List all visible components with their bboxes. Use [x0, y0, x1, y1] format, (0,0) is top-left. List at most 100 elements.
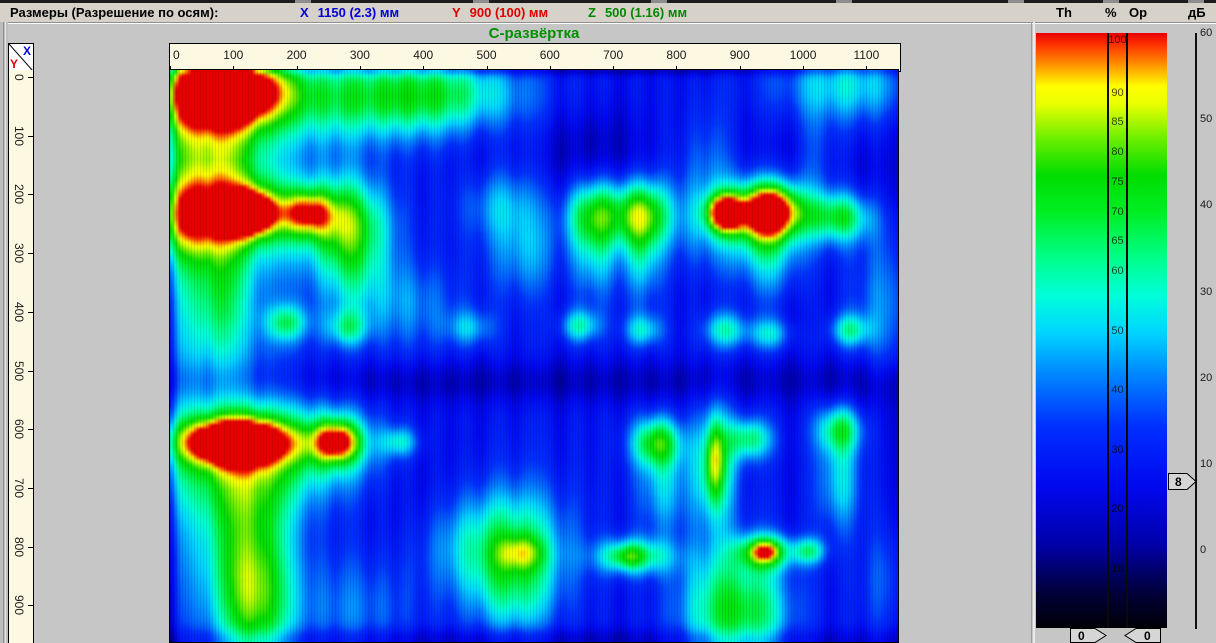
percent-scale-label: 90	[1111, 86, 1124, 99]
db-scale-label: 50	[1200, 113, 1213, 126]
percent-scale-label: 75	[1111, 175, 1124, 188]
x-axis-tick	[676, 66, 678, 71]
toolbar-notch	[1103, 0, 1119, 3]
c-scan-heatmap[interactable]	[170, 70, 898, 642]
corner-diagonal	[9, 44, 33, 71]
x-axis-tick	[803, 66, 805, 71]
y-axis-tick	[28, 311, 33, 313]
db-threshold-slider[interactable]: 8	[1168, 473, 1197, 490]
header-op: Op	[1129, 5, 1148, 20]
panel-separator-highlight	[1033, 22, 1035, 643]
x-axis-label: 900	[729, 48, 750, 62]
y-axis-tick	[28, 253, 33, 255]
axis-size-y: Y 900 (100) мм	[452, 5, 549, 20]
percent-scale-label: 65	[1111, 235, 1124, 248]
left-panel-edge	[0, 22, 8, 643]
x-axis-tick	[423, 66, 425, 71]
y-axis-label: 100	[12, 125, 26, 146]
x-axis-label: 1000	[789, 48, 817, 62]
db-scale-label: 60	[1200, 27, 1213, 39]
color-scale-divider-left	[1107, 33, 1109, 628]
x-axis-tick	[613, 66, 615, 71]
y-axis-tick	[28, 546, 33, 548]
y-axis-tick	[28, 370, 33, 372]
x-axis-label: 400	[413, 48, 434, 62]
x-axis-label: 300	[349, 48, 370, 62]
scale-min-slider-left[interactable]: 0	[1070, 628, 1107, 643]
x-axis-tick	[233, 66, 235, 71]
corner-x-label: X	[22, 44, 31, 58]
y-axis-label: 300	[12, 243, 26, 264]
panel-separator-shadow	[1031, 22, 1032, 643]
percent-scale-label: 70	[1111, 205, 1124, 218]
percent-scale-label: 10	[1111, 562, 1124, 575]
y-axis-tick	[28, 77, 33, 78]
header-th: Th	[1056, 5, 1072, 20]
y-axis-tick	[28, 429, 33, 431]
x-axis-label: 500	[476, 48, 497, 62]
dimensions-label: Размеры (Разрешение по осям):	[10, 5, 219, 20]
y-axis-tick	[28, 135, 33, 137]
x-axis-label: 800	[666, 48, 687, 62]
percent-scale-label: 50	[1111, 324, 1124, 337]
y-axis-tick	[28, 605, 33, 607]
color-scale-divider-right	[1126, 33, 1128, 628]
svg-text:0: 0	[1078, 629, 1085, 643]
toolbar-notch	[1188, 0, 1204, 3]
x-ruler: 0 100 200 300 400 500 600 700 800 900 1000 1100	[169, 43, 901, 72]
axis-size-z: Z 500 (1.16) мм	[588, 5, 688, 20]
y-axis-label: 900	[12, 595, 26, 616]
db-scale-label: 30	[1200, 285, 1213, 298]
toolbar-notch	[651, 0, 667, 3]
x-axis-tick	[739, 66, 741, 71]
toolbar-notch	[473, 0, 489, 3]
db-scale-label: 0	[1200, 544, 1207, 556]
x-axis-tick	[866, 66, 868, 71]
x-axis-tick	[359, 66, 361, 71]
y-axis-label: 500	[12, 360, 26, 381]
y-axis-label: 600	[12, 419, 26, 440]
percent-scale-label: 80	[1111, 146, 1124, 158]
y-axis-label: 800	[12, 536, 26, 557]
db-scale-label: 10	[1200, 457, 1213, 470]
y-axis-tick	[28, 194, 33, 196]
svg-text:0: 0	[1144, 629, 1151, 643]
view-title: С-развёртка	[488, 25, 580, 42]
y-axis-label: 0	[12, 74, 26, 81]
top-toolbar-edge	[0, 0, 1216, 3]
y-axis-label: 700	[12, 477, 26, 498]
percent-scale-label: 100	[1108, 34, 1127, 46]
y-axis-label: 200	[12, 184, 26, 205]
c-scan-plot[interactable]	[169, 69, 899, 643]
x-axis-tick	[549, 66, 551, 71]
x-axis-label: 600	[539, 48, 560, 62]
percent-scale-label: 30	[1111, 443, 1124, 456]
db-scale-label: 40	[1200, 199, 1213, 212]
y-axis-tick	[28, 487, 33, 489]
corner-y-label: Y	[10, 57, 19, 71]
percent-scale-label: 85	[1111, 116, 1124, 129]
dimensions-bar: Размеры (Разрешение по осям): X 1150 (2.3…	[0, 3, 1216, 23]
color-scale-gradient	[1036, 33, 1167, 628]
x-axis-tick	[170, 66, 171, 71]
x-axis-tick	[486, 66, 488, 71]
x-axis-label: 1100	[853, 48, 880, 62]
percent-scale-label: 40	[1111, 384, 1124, 396]
header-db: дБ	[1188, 5, 1206, 20]
x-axis-label: 0	[173, 48, 180, 62]
db-scale-label: 20	[1200, 371, 1213, 384]
percent-scale-label: 60	[1111, 265, 1124, 277]
svg-text:8: 8	[1175, 475, 1182, 489]
header-percent: %	[1105, 5, 1117, 20]
x-axis-tick	[296, 66, 298, 71]
scale-min-slider-right[interactable]: 0	[1124, 628, 1161, 643]
axis-size-x: X 1150 (2.3) мм	[300, 5, 400, 20]
y-ruler: 0 100 200 300 400 500 600 700 800 900	[8, 70, 34, 643]
y-axis-label: 400	[12, 301, 26, 322]
toolbar-notch	[836, 0, 852, 3]
percent-scale-label: 20	[1111, 503, 1124, 515]
x-axis-label: 700	[603, 48, 624, 62]
db-axis-line	[1195, 33, 1197, 629]
x-axis-label: 100	[223, 48, 244, 62]
